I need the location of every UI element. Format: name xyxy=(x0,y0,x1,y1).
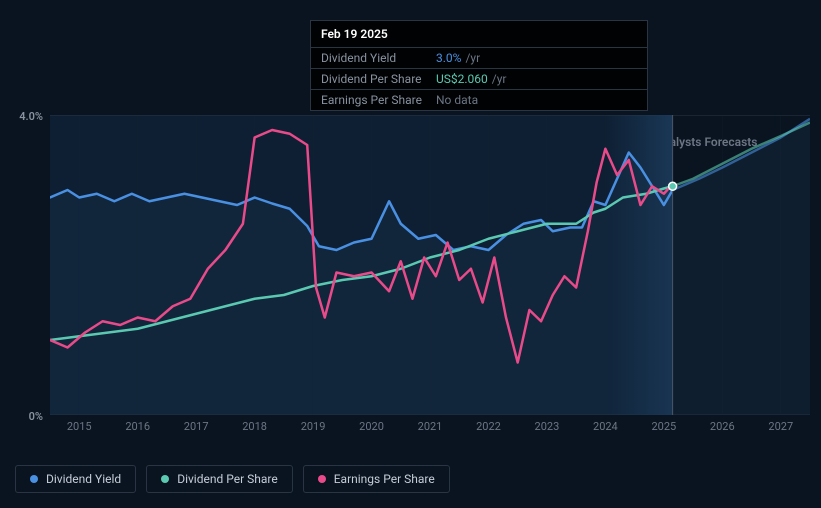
tooltip-row-unit: /yr xyxy=(492,72,507,86)
legend-item[interactable]: Dividend Yield xyxy=(15,465,136,493)
x-axis-label: 2026 xyxy=(710,420,735,433)
chart-container: 4.0% 0% Past Analysts Forecasts 20152016… xyxy=(15,100,815,440)
legend: Dividend Yield Dividend Per Share Earnings… xyxy=(15,465,450,493)
x-axis-label: 2015 xyxy=(67,420,92,433)
x-axis-label: 2025 xyxy=(651,420,676,433)
legend-item[interactable]: Dividend Per Share xyxy=(146,465,293,493)
chart-plot[interactable] xyxy=(50,115,810,415)
legend-dot xyxy=(161,475,169,483)
x-axis-label: 2024 xyxy=(593,420,618,433)
legend-label: Dividend Yield xyxy=(46,472,121,486)
legend-label: Earnings Per Share xyxy=(334,472,435,486)
legend-dot xyxy=(318,475,326,483)
tooltip-row-value: US$2.060/yr xyxy=(436,72,507,86)
x-axis-label: 2020 xyxy=(359,420,384,433)
tooltip-row: Dividend Yield3.0%/yr xyxy=(311,47,647,68)
x-axis-label: 2027 xyxy=(768,420,793,433)
legend-dot xyxy=(30,475,38,483)
tooltip-row: Earnings Per ShareNo data xyxy=(311,89,647,110)
tooltip-row-unit: /yr xyxy=(465,51,480,65)
tooltip-row-value: 3.0%/yr xyxy=(436,51,480,65)
tooltip-row-label: Dividend Per Share xyxy=(321,72,436,86)
tooltip-row-label: Earnings Per Share xyxy=(321,93,436,107)
x-axis-label: 2018 xyxy=(242,420,267,433)
y-axis-min: 0% xyxy=(29,410,43,423)
x-axis-label: 2016 xyxy=(125,420,150,433)
legend-item[interactable]: Earnings Per Share xyxy=(303,465,450,493)
x-axis-label: 2019 xyxy=(301,420,326,433)
x-axis-label: 2017 xyxy=(184,420,209,433)
tooltip: Feb 19 2025 Dividend Yield3.0%/yrDividen… xyxy=(310,20,648,111)
legend-label: Dividend Per Share xyxy=(177,472,278,486)
x-axis-label: 2023 xyxy=(535,420,560,433)
tooltip-row: Dividend Per ShareUS$2.060/yr xyxy=(311,68,647,89)
tooltip-row-value: No data xyxy=(436,93,478,107)
tooltip-date: Feb 19 2025 xyxy=(311,21,647,47)
y-axis-max: 4.0% xyxy=(19,110,43,123)
x-axis-label: 2021 xyxy=(418,420,443,433)
tooltip-row-label: Dividend Yield xyxy=(321,51,436,65)
x-axis-label: 2022 xyxy=(476,420,501,433)
